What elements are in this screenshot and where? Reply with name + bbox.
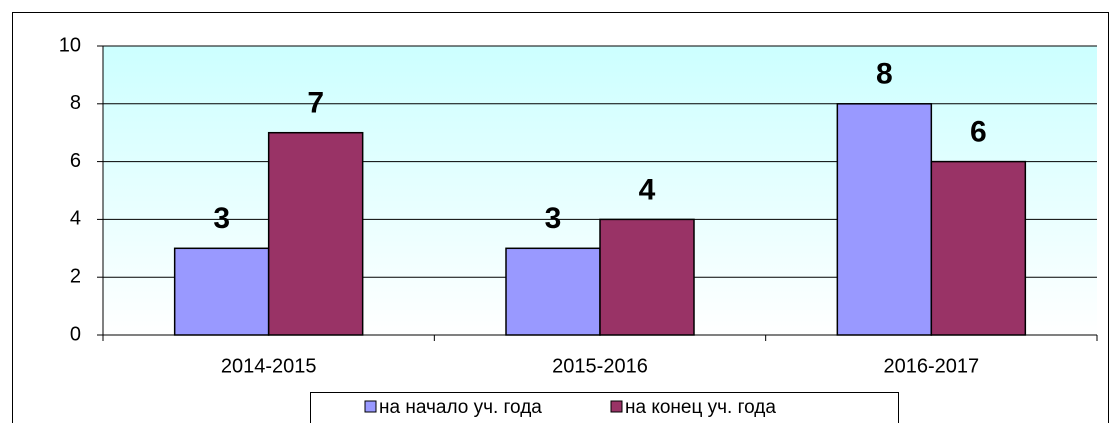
legend-swatch — [610, 400, 623, 413]
bar — [505, 247, 601, 336]
y-tick-label: 4 — [70, 208, 81, 230]
bar — [836, 103, 933, 336]
x-tick-label: 2014-2015 — [221, 355, 317, 377]
y-tick-label: 6 — [70, 150, 81, 172]
value-label: 3 — [213, 202, 230, 235]
y-tick-label: 10 — [59, 34, 81, 56]
y-tick-label: 8 — [70, 92, 81, 114]
legend-label: на начало уч. года — [379, 397, 542, 418]
value-label: 3 — [545, 202, 562, 235]
value-label: 4 — [639, 173, 656, 206]
bar — [930, 160, 1027, 336]
legend-box — [310, 392, 899, 423]
legend-swatch — [364, 400, 377, 413]
bar — [267, 131, 364, 336]
bar — [599, 218, 695, 336]
chart-border — [12, 12, 1109, 423]
value-label: 8 — [876, 58, 893, 91]
bar — [173, 247, 270, 336]
y-tick-label: 2 — [70, 265, 81, 287]
legend-label: на конец уч. года — [625, 397, 776, 418]
value-label: 7 — [307, 87, 324, 120]
x-tick-label: 2015-2016 — [552, 355, 648, 377]
x-tick-label: 2016-2017 — [884, 355, 980, 377]
value-label: 6 — [970, 116, 987, 149]
y-tick-label: 0 — [70, 323, 81, 345]
